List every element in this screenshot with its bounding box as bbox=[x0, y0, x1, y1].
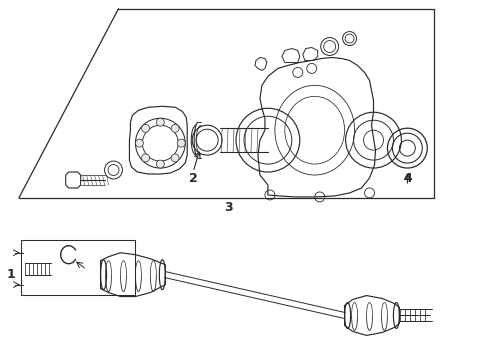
Circle shape bbox=[171, 124, 179, 132]
Text: 4: 4 bbox=[403, 171, 412, 185]
Circle shape bbox=[156, 118, 164, 126]
Circle shape bbox=[177, 139, 185, 147]
Circle shape bbox=[156, 160, 164, 168]
Text: 2: 2 bbox=[189, 171, 197, 185]
Text: 3: 3 bbox=[224, 201, 232, 215]
Circle shape bbox=[135, 139, 144, 147]
Circle shape bbox=[142, 154, 149, 162]
Circle shape bbox=[142, 124, 149, 132]
Text: 1: 1 bbox=[6, 268, 15, 281]
Bar bbox=[21, 240, 135, 294]
Circle shape bbox=[171, 154, 179, 162]
